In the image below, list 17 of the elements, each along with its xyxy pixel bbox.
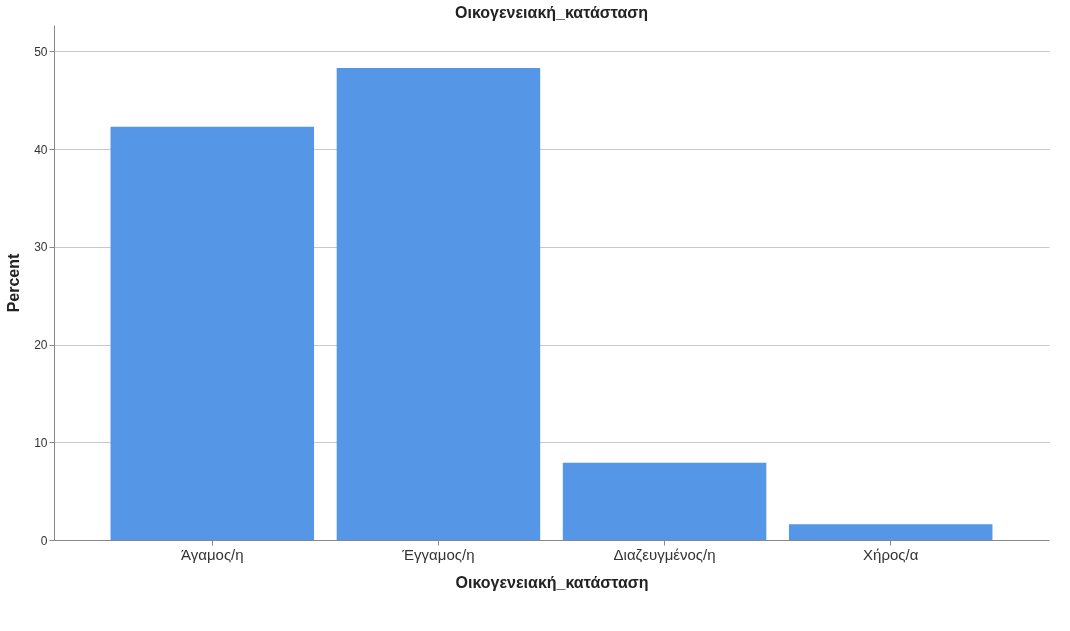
y-tick-label: 40	[34, 142, 48, 157]
x-axis-title: Οικογενειακή_κατάσταση	[455, 573, 649, 591]
y-axis-title: Percent	[5, 252, 23, 313]
bar	[110, 126, 315, 540]
y-tick-label: 50	[34, 44, 48, 59]
y-tick-label: 20	[34, 338, 48, 353]
y-tick-label: 10	[34, 435, 48, 450]
x-tick-label: Έγγαμος/η	[401, 545, 475, 563]
y-tick-label: 30	[34, 240, 48, 255]
chart-title: Οικογενειακή_κατάσταση	[455, 4, 648, 21]
x-tick-label: Διαζευγμένος/η	[613, 545, 716, 563]
x-tick-label: Χήρος/α	[863, 545, 919, 563]
x-tick-label: Άγαμος/η	[180, 545, 244, 563]
bar	[788, 524, 993, 540]
y-tick-label: 0	[40, 533, 48, 548]
bar	[336, 68, 541, 540]
bar	[562, 462, 767, 540]
